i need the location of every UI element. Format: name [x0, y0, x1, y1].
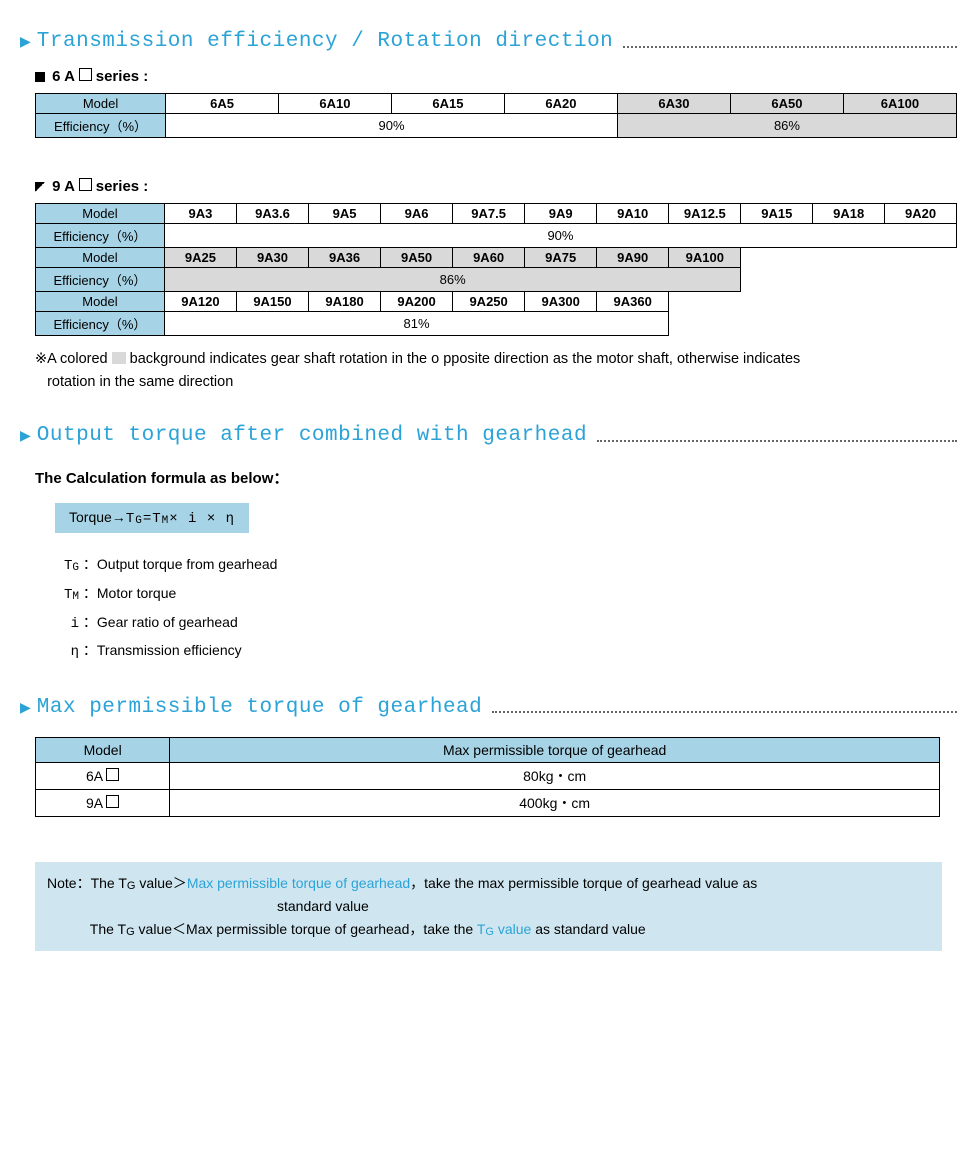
model-cell: 9A250	[453, 292, 525, 312]
grey-swatch-icon	[112, 352, 126, 364]
legend-sym: η	[55, 639, 79, 666]
model-cell: 9A150	[236, 292, 308, 312]
eff-cell: 81%	[164, 312, 668, 336]
legend-item: TM ：Motor torque	[55, 580, 957, 609]
triangle-icon: ▶	[20, 699, 31, 716]
legend-desc: ：Transmission efficiency	[79, 642, 242, 658]
perm-model: 6A	[36, 762, 170, 789]
dotted-line	[623, 36, 957, 48]
model-header: Model	[36, 248, 165, 268]
model-header: Model	[36, 292, 165, 312]
model-cell: 6A20	[504, 94, 617, 114]
eff-cell: 90%	[166, 114, 618, 138]
triangle-icon: ▶	[20, 33, 31, 50]
formula-legend: TG ：Output torque from gearheadTM ：Motor…	[55, 551, 957, 665]
model-cell: 9A120	[164, 292, 236, 312]
model-cell: 9A3	[164, 204, 236, 224]
legend-item: η ：Transmission efficiency	[55, 637, 957, 666]
legend-item: TG ：Output torque from gearhead	[55, 551, 957, 580]
model-cell: 9A25	[164, 248, 236, 268]
note-box: Note：The TG value＞Max permissible torque…	[35, 862, 942, 952]
model-cell: 9A180	[309, 292, 381, 312]
model-cell: 9A200	[381, 292, 453, 312]
section-header-output-torque: ▶ Output torque after combined with gear…	[20, 424, 957, 447]
box-icon	[79, 178, 92, 191]
section-header-max-torque: ▶ Max permissible torque of gearhead	[20, 696, 957, 719]
perm-value: 80kg・cm	[170, 762, 940, 789]
square-half-icon	[35, 182, 45, 192]
legend-desc: ：Output torque from gearhead	[79, 556, 277, 572]
model-cell: 6A100	[843, 94, 956, 114]
eff-header: Efficiency（%）	[36, 268, 165, 292]
series-6a-title: 6 A series :	[35, 68, 957, 85]
legend-sym: TG	[55, 553, 79, 580]
model-cell: 6A30	[617, 94, 730, 114]
perm-torque-table: ModelMax permissible torque of gearhead6…	[35, 737, 940, 817]
model-cell: 9A360	[597, 292, 669, 312]
model-cell: 9A50	[381, 248, 453, 268]
legend-sym: i	[55, 611, 79, 638]
model-cell: 9A90	[597, 248, 669, 268]
model-cell: 9A15	[741, 204, 813, 224]
perm-model: 9A	[36, 789, 170, 816]
eff-header: Efficiency（%）	[36, 114, 166, 138]
note-line2: The TG value＜Max permissible torque of g…	[90, 921, 646, 937]
legend-desc: ：Gear ratio of gearhead	[79, 614, 238, 630]
legend-sym: TM	[55, 582, 79, 609]
model-cell: 9A7.5	[453, 204, 525, 224]
model-cell: 6A50	[730, 94, 843, 114]
model-cell: 9A9	[525, 204, 597, 224]
dotted-line	[597, 430, 957, 442]
note-line1: The TG value＞Max permissible torque of g…	[91, 875, 758, 891]
rotation-note: ※A colored background indicates gear sha…	[35, 348, 957, 394]
model-cell: 9A100	[669, 248, 741, 268]
eff-header: Efficiency（%）	[36, 312, 165, 336]
section-header-efficiency: ▶ Transmission efficiency / Rotation dir…	[20, 30, 957, 53]
formula-box: Torque→TG=TM× i × η	[55, 503, 249, 533]
eff-header: Efficiency（%）	[36, 224, 165, 248]
box-icon	[79, 68, 92, 81]
formula-expr: TG=TM× i × η	[126, 511, 235, 527]
formula-intro: The Calculation formula as below：	[35, 467, 957, 488]
model-cell: 9A60	[453, 248, 525, 268]
dotted-line	[492, 701, 957, 713]
series-6a-table: Model6A56A106A156A206A306A506A100 Efficie…	[35, 93, 957, 138]
model-cell: 9A6	[381, 204, 453, 224]
model-cell: 9A5	[309, 204, 381, 224]
section-title: Output torque after combined with gearhe…	[37, 424, 587, 447]
model-cell: 9A30	[236, 248, 308, 268]
model-header: Model	[36, 204, 165, 224]
triangle-icon: ▶	[20, 427, 31, 444]
series-9a-title: 9 A series :	[35, 178, 957, 195]
legend-desc: ：Motor torque	[79, 585, 176, 601]
section-title: Transmission efficiency / Rotation direc…	[37, 30, 614, 53]
model-cell: 9A75	[525, 248, 597, 268]
model-cell: 9A3.6	[236, 204, 308, 224]
perm-value: 400kg・cm	[170, 789, 940, 816]
square-solid-icon	[35, 72, 45, 82]
model-cell: 9A18	[813, 204, 885, 224]
model-cell: 6A15	[391, 94, 504, 114]
model-cell: 9A36	[309, 248, 381, 268]
model-cell: 9A10	[597, 204, 669, 224]
perm-header: Max permissible torque of gearhead	[170, 737, 940, 762]
model-cell: 9A20	[885, 204, 957, 224]
model-cell: 9A12.5	[669, 204, 741, 224]
model-cell: 6A5	[166, 94, 279, 114]
eff-cell: 90%	[164, 224, 956, 248]
model-cell: 6A10	[278, 94, 391, 114]
perm-header: Model	[36, 737, 170, 762]
eff-cell: 86%	[164, 268, 740, 292]
section-title: Max permissible torque of gearhead	[37, 696, 482, 719]
model-cell: 9A300	[525, 292, 597, 312]
series-9a-table: Model9A39A3.69A59A69A7.59A99A109A12.59A1…	[35, 203, 957, 336]
legend-item: i ：Gear ratio of gearhead	[55, 609, 957, 638]
eff-cell: 86%	[617, 114, 956, 138]
model-header: Model	[36, 94, 166, 114]
